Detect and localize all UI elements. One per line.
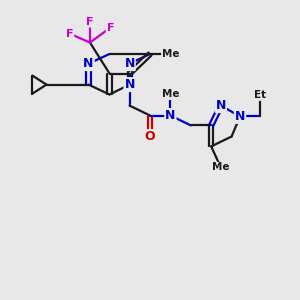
Text: N: N — [165, 109, 176, 122]
Text: Et: Et — [254, 90, 266, 100]
Text: O: O — [145, 130, 155, 143]
Text: Me: Me — [212, 162, 230, 172]
Text: N: N — [124, 57, 135, 70]
Text: F: F — [107, 22, 114, 33]
Text: N: N — [83, 57, 94, 70]
Text: N: N — [124, 78, 135, 91]
Text: N: N — [235, 110, 245, 123]
Text: Me: Me — [162, 89, 179, 100]
Text: F: F — [86, 16, 94, 27]
Text: Me: Me — [162, 49, 179, 59]
Text: F: F — [66, 28, 74, 39]
Text: N: N — [216, 99, 226, 112]
